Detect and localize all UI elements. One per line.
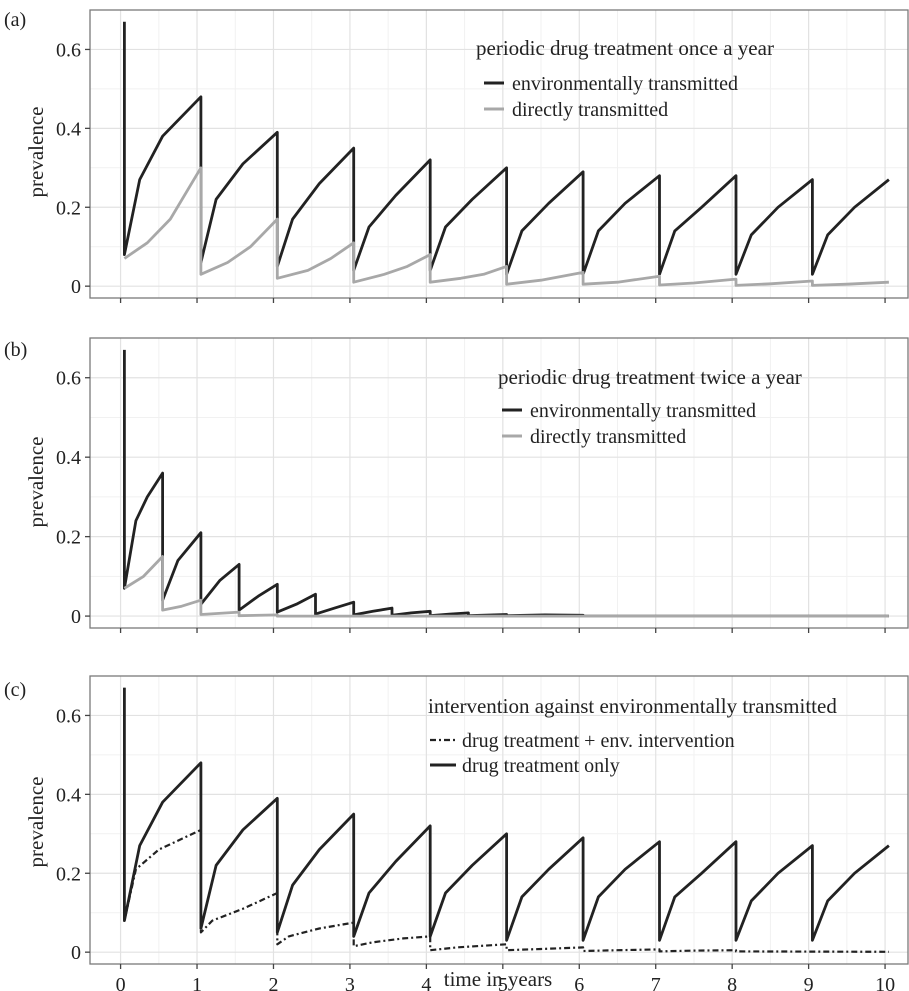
panel-a-y-tick-label: 0.6 — [56, 39, 81, 61]
panel-a-label: (a) — [4, 9, 26, 31]
panel-a-legend-label-environmental: environmentally transmitted — [512, 73, 738, 95]
panel-c-series-drug-treatment-only — [123, 687, 890, 942]
panel-c: (c) prevalence 0 0.2 0.4 0.6 intervention a… — [4, 675, 909, 969]
panel-c-frame — [89, 675, 909, 965]
x-axis-tick-labels: 0 1 2 3 4 5 6 7 8 9 10 — [116, 974, 895, 991]
panel-c-y-tick-label: 0.2 — [56, 863, 81, 885]
x-tick-label: 5 — [498, 974, 508, 991]
panel-a-legend: periodic drug treatment once a year envi… — [476, 36, 774, 121]
panel-b-plot-area: 0 0.2 0.4 0.6 — [56, 337, 909, 633]
x-tick-label: 0 — [116, 974, 126, 991]
panel-b-series-environmentally-transmitted — [123, 349, 889, 618]
panel-a-y-tick-label: 0.2 — [56, 197, 81, 219]
panel-a-y-tick-label: 0 — [71, 276, 81, 298]
panel-b-y-axis-title: prevalence — [24, 437, 48, 528]
panel-c-y-tick-label: 0.6 — [56, 705, 81, 727]
panel-b-label: (b) — [4, 339, 27, 361]
x-tick-label: 6 — [574, 974, 584, 991]
x-tick-label: 10 — [875, 974, 895, 991]
panel-b-series-directly-transmitted — [123, 555, 889, 618]
panel-c-y-tick-label: 0.4 — [56, 784, 81, 806]
panel-a-legend-title: periodic drug treatment once a year — [476, 36, 774, 60]
x-tick-label: 1 — [192, 974, 202, 991]
panel-a: (a) prevalence 0 0.2 0.4 0.6 periodic drug … — [4, 9, 909, 303]
panel-b: (b) prevalence 0 0.2 0.4 0.6 periodic drug … — [4, 337, 909, 633]
panel-c-plot-area: 0 0.2 0.4 0.6 — [56, 675, 909, 969]
panel-b-y-tick-label: 0.6 — [56, 368, 81, 390]
panel-b-legend-title: periodic drug treatment twice a year — [498, 365, 802, 389]
panel-c-series-drug-treatment-env-intervention — [123, 687, 889, 953]
panel-a-series-environmentally-transmitted — [123, 21, 890, 276]
panel-c-legend-label-drug-only: drug treatment only — [462, 755, 620, 777]
panel-b-frame — [89, 337, 909, 629]
x-tick-label: 2 — [268, 974, 278, 991]
panel-a-y-tick-label: 0.4 — [56, 118, 81, 140]
panel-b-y-tick-label: 0.2 — [56, 527, 81, 549]
panel-a-y-axis-title: prevalence — [24, 107, 48, 198]
panel-c-legend: intervention against environmentally tra… — [428, 694, 837, 777]
panel-c-legend-label-combined: drug treatment + env. intervention — [462, 730, 735, 752]
panel-b-y-tick-label: 0.4 — [56, 447, 81, 469]
panel-a-frame — [89, 9, 909, 299]
panel-c-y-axis-title: prevalence — [24, 777, 48, 868]
panel-b-legend-label-direct: directly transmitted — [530, 426, 686, 448]
x-tick-label: 7 — [651, 974, 661, 991]
panel-b-legend-label-environmental: environmentally transmitted — [530, 400, 756, 422]
x-tick-label: 8 — [727, 974, 737, 991]
panel-b-y-tick-label: 0 — [71, 606, 81, 628]
x-tick-label: 9 — [804, 974, 814, 991]
panel-a-legend-label-direct: directly transmitted — [512, 99, 668, 121]
panel-c-legend-title: intervention against environmentally tra… — [428, 694, 837, 718]
panel-c-y-tick-label: 0 — [71, 942, 81, 964]
panel-a-plot-area: 0 0.2 0.4 0.6 — [56, 9, 909, 303]
panel-c-label: (c) — [4, 679, 26, 701]
x-axis-title: time in years — [444, 967, 552, 991]
panel-a-series-directly-transmitted — [123, 166, 889, 287]
x-tick-label: 4 — [421, 974, 431, 991]
x-tick-label: 3 — [345, 974, 355, 991]
panel-b-legend: periodic drug treatment twice a year env… — [498, 365, 802, 448]
